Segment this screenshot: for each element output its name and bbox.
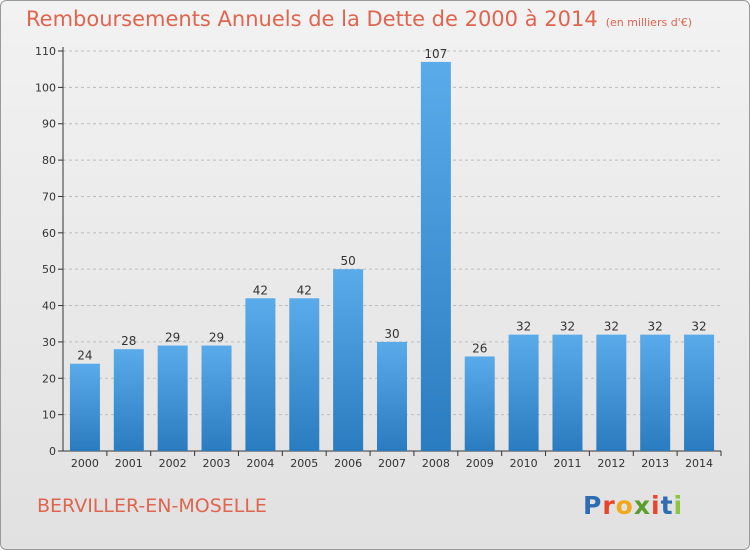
bar-value-label: 32	[560, 320, 575, 334]
chart-unit-note: (en milliers d'€)	[605, 16, 692, 29]
place-name: BERVILLER-EN-MOSELLE	[37, 495, 267, 517]
x-tick-label: 2003	[203, 457, 231, 470]
bar-value-label: 24	[77, 349, 92, 363]
bar	[464, 356, 495, 451]
x-tick-label: 2001	[115, 457, 143, 470]
bar	[201, 345, 232, 451]
y-tick-label: 100	[35, 81, 56, 94]
bar	[289, 298, 320, 451]
bar	[113, 349, 144, 451]
x-tick-label: 2010	[510, 457, 538, 470]
x-tick-label: 2011	[553, 457, 581, 470]
y-tick-label: 50	[42, 263, 56, 276]
bar	[640, 334, 671, 451]
y-tick-label: 60	[42, 227, 56, 240]
x-tick-label: 2000	[71, 457, 99, 470]
bar-value-label: 32	[604, 320, 619, 334]
chart-title-text: Remboursements Annuels de la Dette de 20…	[26, 7, 598, 31]
x-tick-label: 2002	[159, 457, 187, 470]
logo-letter: i	[673, 491, 684, 520]
bar-value-label: 29	[165, 331, 180, 345]
bar-value-label: 32	[691, 320, 706, 334]
logo-letter: i	[651, 491, 661, 520]
bar	[333, 269, 364, 451]
x-tick-label: 2007	[378, 457, 406, 470]
y-tick-label: 40	[42, 300, 56, 313]
logo-letter: x	[633, 491, 651, 520]
y-tick-label: 70	[42, 190, 56, 203]
y-tick-label: 80	[42, 154, 56, 167]
y-tick-label: 0	[49, 445, 56, 458]
proxiti-logo[interactable]: Proxiti	[583, 491, 683, 520]
bar	[377, 341, 407, 451]
x-tick-label: 2006	[334, 457, 362, 470]
bar-value-label: 29	[209, 331, 224, 345]
bar	[596, 334, 627, 451]
y-tick-label: 10	[42, 409, 56, 422]
bar-value-label: 32	[648, 320, 663, 334]
logo-letter: o	[615, 491, 634, 520]
bar-value-label: 107	[424, 47, 447, 61]
logo-letter: P	[583, 491, 603, 520]
x-tick-label: 2013	[641, 457, 669, 470]
x-tick-label: 2008	[422, 457, 450, 470]
y-tick-label: 90	[42, 118, 56, 131]
bar	[245, 298, 276, 451]
logo-letter: t	[660, 491, 674, 520]
bar-value-label: 28	[121, 334, 136, 348]
bar-value-label: 32	[516, 320, 531, 334]
y-tick-label: 110	[35, 45, 56, 58]
bar	[69, 363, 100, 451]
chart-title: Remboursements Annuels de la Dette de 20…	[26, 7, 692, 31]
bar-value-label: 50	[340, 254, 355, 268]
x-tick-label: 2014	[685, 457, 713, 470]
x-tick-label: 2012	[597, 457, 625, 470]
y-tick-label: 20	[42, 372, 56, 385]
bar	[684, 334, 715, 451]
y-tick-label: 30	[42, 336, 56, 349]
bar-value-label: 42	[297, 283, 312, 297]
bar-value-label: 30	[384, 327, 399, 341]
bar	[552, 334, 583, 451]
logo-letter: r	[602, 491, 616, 520]
x-tick-label: 2004	[246, 457, 274, 470]
bar	[157, 345, 188, 451]
x-tick-label: 2005	[290, 457, 318, 470]
bar-value-label: 42	[253, 283, 268, 297]
x-tick-label: 2009	[466, 457, 494, 470]
bar	[508, 334, 539, 451]
bar-value-label: 26	[472, 341, 487, 355]
bar	[420, 61, 451, 452]
